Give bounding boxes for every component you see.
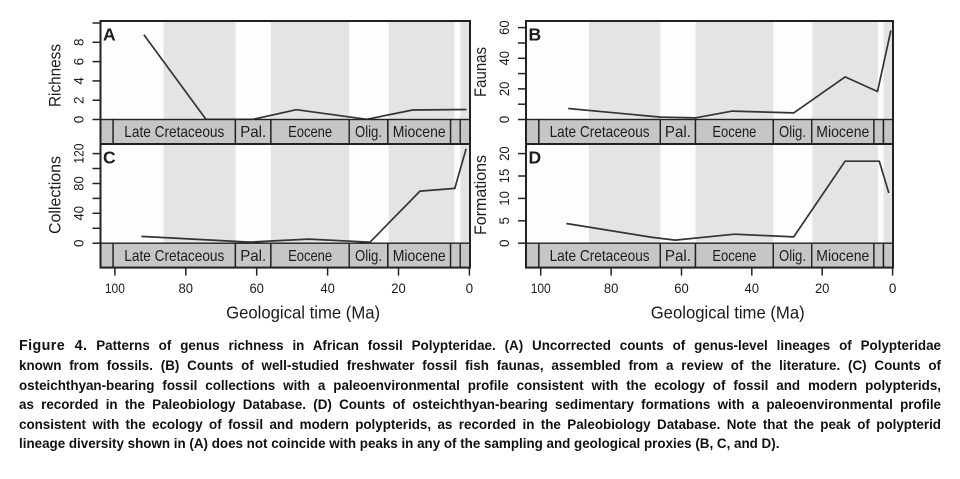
svg-text:Miocene: Miocene — [816, 124, 869, 141]
svg-text:Pal.: Pal. — [665, 248, 691, 265]
svg-text:Olig.: Olig. — [355, 248, 382, 265]
svg-text:Eocene: Eocene — [288, 248, 332, 265]
svg-text:0: 0 — [466, 281, 474, 296]
svg-text:10: 10 — [497, 191, 512, 206]
svg-text:120: 120 — [72, 144, 87, 164]
svg-text:40: 40 — [320, 281, 335, 296]
svg-text:Formations: Formations — [471, 155, 490, 235]
svg-text:0: 0 — [497, 116, 512, 124]
svg-text:4: 4 — [72, 77, 87, 85]
svg-text:Geological time (Ma): Geological time (Ma) — [651, 303, 805, 323]
svg-text:20: 20 — [497, 146, 512, 161]
svg-text:Pal.: Pal. — [240, 124, 266, 141]
svg-text:Collections: Collections — [46, 156, 65, 234]
svg-text:0: 0 — [889, 281, 897, 296]
svg-text:60: 60 — [674, 281, 689, 296]
svg-text:2: 2 — [72, 96, 87, 104]
svg-text:Olig.: Olig. — [779, 124, 806, 141]
svg-text:20: 20 — [815, 281, 830, 296]
svg-text:5: 5 — [497, 217, 512, 225]
svg-text:Miocene: Miocene — [393, 248, 446, 265]
svg-text:40: 40 — [497, 51, 512, 66]
svg-text:80: 80 — [604, 281, 619, 296]
svg-text:Richness: Richness — [46, 44, 65, 107]
svg-text:6: 6 — [72, 58, 87, 66]
svg-text:Miocene: Miocene — [816, 248, 869, 265]
svg-text:80: 80 — [179, 281, 194, 296]
svg-text:C: C — [103, 148, 116, 168]
svg-text:100: 100 — [531, 281, 551, 296]
svg-text:Olig.: Olig. — [779, 248, 806, 265]
svg-text:B: B — [529, 25, 542, 45]
svg-text:20: 20 — [391, 281, 406, 296]
svg-text:Pal.: Pal. — [240, 248, 266, 265]
svg-text:100: 100 — [105, 281, 125, 296]
svg-text:40: 40 — [72, 206, 87, 221]
svg-text:60: 60 — [249, 281, 264, 296]
svg-text:0: 0 — [72, 116, 87, 124]
svg-text:Pal.: Pal. — [665, 124, 691, 141]
svg-text:Geological time (Ma): Geological time (Ma) — [226, 303, 380, 323]
svg-text:Late Cretaceous: Late Cretaceous — [550, 124, 650, 141]
svg-text:Late Cretaceous: Late Cretaceous — [550, 248, 650, 265]
svg-text:60: 60 — [497, 20, 512, 34]
svg-text:Miocene: Miocene — [393, 124, 446, 141]
svg-text:Olig.: Olig. — [355, 124, 382, 141]
svg-text:40: 40 — [745, 281, 760, 296]
svg-text:0: 0 — [497, 239, 512, 247]
svg-text:Late Cretaceous: Late Cretaceous — [124, 248, 224, 265]
svg-text:Eocene: Eocene — [288, 124, 332, 141]
svg-text:20: 20 — [497, 82, 512, 97]
svg-text:Eocene: Eocene — [712, 124, 756, 141]
svg-text:A: A — [103, 25, 116, 45]
svg-text:Late Cretaceous: Late Cretaceous — [124, 124, 224, 141]
svg-text:Faunas: Faunas — [471, 47, 490, 97]
svg-text:8: 8 — [72, 39, 87, 47]
svg-text:80: 80 — [72, 176, 87, 191]
svg-text:0: 0 — [72, 239, 87, 247]
svg-text:15: 15 — [497, 169, 512, 184]
svg-text:D: D — [529, 148, 542, 168]
svg-text:Eocene: Eocene — [712, 248, 756, 265]
